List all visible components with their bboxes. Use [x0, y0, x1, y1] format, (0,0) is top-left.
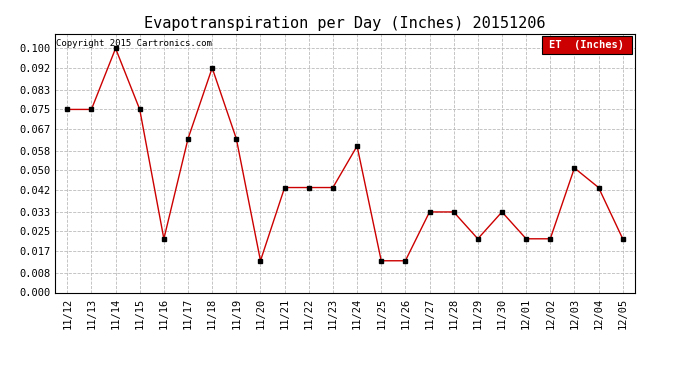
Text: Copyright 2015 Cartronics.com: Copyright 2015 Cartronics.com: [57, 39, 213, 48]
Title: Evapotranspiration per Day (Inches) 20151206: Evapotranspiration per Day (Inches) 2015…: [144, 16, 546, 31]
Text: ET  (Inches): ET (Inches): [549, 40, 624, 50]
FancyBboxPatch shape: [542, 36, 632, 54]
